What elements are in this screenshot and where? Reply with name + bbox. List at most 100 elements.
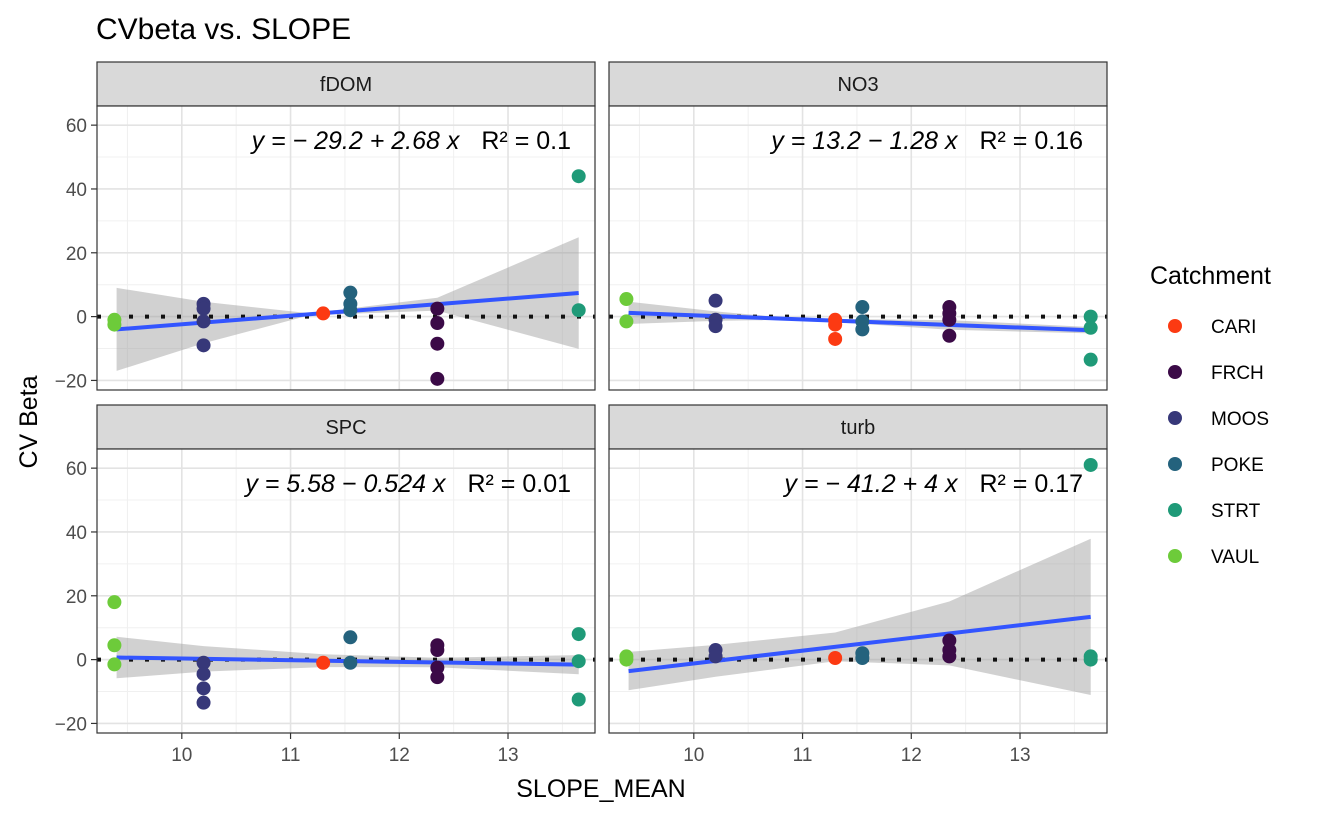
x-tick-label: 11: [793, 745, 813, 766]
panel-background: [97, 449, 595, 733]
panel-background: [609, 106, 1107, 390]
data-point-strt: [571, 654, 586, 669]
data-point-poke: [343, 303, 358, 318]
data-point-poke: [855, 651, 870, 666]
facet-strip-label: SPC: [325, 417, 366, 439]
y-tick-label: 20: [66, 244, 87, 265]
data-point-frch: [942, 312, 957, 327]
chart-title: CVbeta vs. SLOPE: [96, 13, 351, 46]
y-tick-label: 60: [66, 459, 87, 480]
data-point-frch: [430, 670, 445, 685]
x-tick-label: 10: [171, 745, 192, 766]
data-point-vaul: [107, 595, 122, 610]
data-point-poke: [343, 285, 358, 300]
x-tick-label: 13: [1009, 745, 1030, 766]
data-point-frch: [942, 649, 957, 664]
panel-background: [97, 106, 595, 390]
facet-panel-SPC: SPC y = 5.58 − 0.524 x R² = 0.01 −20 0 20 40 60…: [55, 404, 596, 766]
data-point-cari: [316, 306, 331, 321]
data-point-vaul: [619, 314, 634, 329]
y-tick-label: 0: [76, 651, 87, 672]
data-point-strt: [1083, 457, 1098, 472]
data-point-moos: [196, 338, 211, 353]
legend-key-moos: [1168, 411, 1182, 425]
data-point-moos: [708, 649, 723, 664]
y-tick-label: 40: [66, 180, 87, 201]
data-point-frch: [430, 301, 445, 316]
x-tick-label: 13: [497, 745, 518, 766]
legend-key-poke: [1168, 457, 1182, 471]
regression-equation: y = − 29.2 + 2.68 x R² = 0.1: [250, 127, 571, 155]
data-point-cari: [828, 331, 843, 346]
facet-strip: [608, 404, 1108, 450]
legend-label-vaul: VAUL: [1211, 547, 1259, 568]
facet-strip-label: turb: [841, 417, 875, 439]
x-tick-label: 12: [901, 745, 922, 766]
legend-key-strt: [1168, 503, 1182, 517]
equation-text: y = 5.58 − 0.524 x: [243, 470, 447, 498]
data-point-vaul: [619, 292, 634, 307]
data-point-vaul: [107, 317, 122, 332]
data-point-moos: [708, 319, 723, 334]
y-tick-label: 40: [66, 523, 87, 544]
legend-key-frch: [1168, 365, 1182, 379]
r-squared-text: R² = 0.17: [979, 470, 1083, 498]
legend-title: Catchment: [1150, 262, 1271, 290]
data-point-vaul: [619, 652, 634, 667]
regression-equation: y = − 41.2 + 4 x R² = 0.17: [782, 470, 1083, 498]
facet-strip-label: fDOM: [320, 74, 372, 96]
data-point-moos: [196, 655, 211, 670]
y-tick-label: −20: [55, 371, 87, 392]
legend-key-vaul: [1168, 549, 1182, 563]
data-point-strt: [1083, 352, 1098, 367]
facet-panels: fDOM y = − 29.2 + 2.68 x R² = 0.1 −20 0 20 40 6…: [55, 61, 1108, 766]
data-point-frch: [430, 371, 445, 386]
r-squared-text: R² = 0.01: [467, 470, 571, 498]
data-point-frch: [942, 328, 957, 343]
regression-line: [628, 614, 1091, 674]
panel-background: [609, 449, 1107, 733]
facet-strip: [96, 404, 596, 450]
legend: Catchment CARI FRCH MOOS POKE STRT VAUL: [1150, 262, 1271, 568]
legend-label-frch: FRCH: [1211, 363, 1264, 384]
data-point-frch: [942, 633, 957, 648]
data-point-poke: [343, 630, 358, 645]
panel-border: [608, 448, 1108, 734]
y-tick-label: 20: [66, 587, 87, 608]
data-point-cari: [316, 655, 331, 670]
y-tick-label: 60: [66, 116, 87, 137]
data-point-moos: [196, 314, 211, 329]
data-point-poke: [855, 322, 870, 337]
data-point-strt: [571, 169, 586, 184]
data-point-moos: [196, 695, 211, 710]
legend-key-cari: [1168, 319, 1182, 333]
facet-panel-fDOM: fDOM y = − 29.2 + 2.68 x R² = 0.1 −20 0 20 40 6…: [55, 61, 596, 392]
data-point-strt: [1083, 320, 1098, 335]
facet-panel-turb: turb y = − 41.2 + 4 x R² = 0.17 10 11 12 13: [608, 404, 1108, 766]
data-point-cari: [828, 317, 843, 332]
equation-text: y = − 29.2 + 2.68 x: [250, 127, 461, 155]
facet-strip-label: NO3: [837, 74, 878, 96]
equation-text: y = 13.2 − 1.28 x: [769, 127, 959, 155]
equation-text: y = − 41.2 + 4 x: [782, 470, 959, 498]
legend-label-moos: MOOS: [1211, 409, 1269, 430]
x-axis-title: SLOPE_MEAN: [516, 775, 686, 803]
r-squared-text: R² = 0.16: [979, 127, 1083, 155]
panel-border: [608, 105, 1108, 391]
data-point-frch: [430, 336, 445, 351]
data-point-vaul: [107, 638, 122, 653]
data-point-poke: [343, 655, 358, 670]
y-tick-label: −20: [55, 714, 87, 735]
data-point-strt: [571, 627, 586, 642]
data-point-frch: [430, 660, 445, 675]
regression-equation: y = 13.2 − 1.28 x R² = 0.16: [769, 127, 1083, 155]
data-point-moos: [196, 301, 211, 316]
data-point-strt: [1083, 309, 1098, 324]
data-point-frch: [430, 643, 445, 658]
r-squared-text: R² = 0.1: [481, 127, 571, 155]
panel-border: [96, 448, 596, 734]
legend-label-cari: CARI: [1211, 317, 1256, 338]
panel-border: [96, 105, 596, 391]
data-point-poke: [855, 300, 870, 315]
